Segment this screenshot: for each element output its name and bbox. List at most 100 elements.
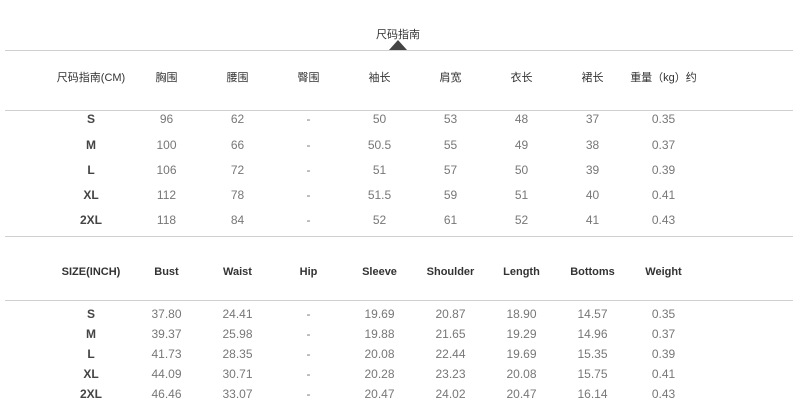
- value-cell: -: [306, 347, 311, 361]
- value-cell: 14.96: [577, 327, 608, 341]
- value-cell: 15.35: [577, 347, 608, 361]
- value-cell: 41.73: [151, 347, 182, 361]
- column-header: 腰围: [226, 72, 249, 84]
- value-cell: 15.75: [577, 367, 608, 381]
- size-cell: M: [86, 327, 96, 341]
- value-cell: 16.14: [577, 387, 608, 401]
- column-header: 肩宽: [439, 72, 462, 84]
- value-cell: 62: [230, 112, 245, 126]
- value-cell: 20.08: [506, 367, 537, 381]
- value-cell: 78: [230, 188, 245, 202]
- size-cell: S: [86, 112, 95, 126]
- divider: [5, 236, 793, 237]
- triangle-pointer-icon: [389, 40, 407, 50]
- value-cell: 0.39: [651, 163, 676, 177]
- value-cell: 20.28: [364, 367, 395, 381]
- value-cell: 38: [585, 138, 600, 152]
- value-cell: 50.5: [367, 138, 392, 152]
- table-row: XL 112 78 - 51.5 59 51 40 0.41: [61, 185, 699, 205]
- column-header: Weight: [645, 266, 682, 278]
- value-cell: 52: [372, 213, 387, 227]
- size-cell: XL: [83, 188, 99, 202]
- value-cell: 19.69: [364, 307, 395, 321]
- value-cell: 112: [156, 188, 177, 202]
- size-cell: L: [87, 163, 95, 177]
- value-cell: 66: [230, 138, 245, 152]
- column-header: 尺码指南(CM): [56, 72, 126, 84]
- value-cell: 0.41: [651, 367, 676, 381]
- column-header: Hip: [299, 266, 318, 278]
- value-cell: 49: [514, 138, 529, 152]
- column-header: 袖长: [368, 72, 391, 84]
- value-cell: 118: [156, 213, 177, 227]
- value-cell: 55: [443, 138, 458, 152]
- column-header: Shoulder: [426, 266, 475, 278]
- value-cell: 37: [585, 112, 600, 126]
- value-cell: 0.43: [651, 213, 676, 227]
- value-cell: 50: [372, 112, 387, 126]
- value-cell: -: [306, 138, 311, 152]
- value-cell: 20.47: [506, 387, 537, 401]
- column-header: 衣长: [510, 72, 533, 84]
- value-cell: 21.65: [435, 327, 466, 341]
- table-row: S 37.80 24.41 - 19.69 20.87 18.90 14.57 0.35: [61, 304, 699, 324]
- value-cell: 18.90: [506, 307, 537, 321]
- column-header: Bust: [154, 266, 179, 278]
- value-cell: 24.02: [435, 387, 466, 401]
- value-cell: 33.07: [222, 387, 253, 401]
- value-cell: 106: [156, 163, 177, 177]
- value-cell: 41: [585, 213, 600, 227]
- value-cell: 84: [230, 213, 245, 227]
- value-cell: -: [306, 188, 311, 202]
- column-header: 裙长: [581, 72, 604, 84]
- size-cell: XL: [83, 367, 99, 381]
- table-row: L 41.73 28.35 - 20.08 22.44 19.69 15.35 0.39: [61, 344, 699, 364]
- column-header: Length: [503, 266, 540, 278]
- column-header: Bottoms: [570, 266, 615, 278]
- table-row: 2XL 118 84 - 52 61 52 41 0.43: [61, 210, 699, 230]
- value-cell: 96: [159, 112, 174, 126]
- value-cell: 0.37: [651, 327, 676, 341]
- value-cell: 24.41: [222, 307, 253, 321]
- value-cell: 25.98: [222, 327, 253, 341]
- size-cell: M: [86, 138, 96, 152]
- value-cell: 51: [514, 188, 529, 202]
- table-row: L 106 72 - 51 57 50 39 0.39: [61, 160, 699, 180]
- table-row: XL 44.09 30.71 - 20.28 23.23 20.08 15.75 0.41: [61, 364, 699, 384]
- table-row: S 96 62 - 50 53 48 37 0.35: [61, 109, 699, 129]
- value-cell: 44.09: [151, 367, 182, 381]
- table-row: M 39.37 25.98 - 19.88 21.65 19.29 14.96 0.37: [61, 324, 699, 344]
- value-cell: 30.71: [222, 367, 253, 381]
- value-cell: 72: [230, 163, 245, 177]
- column-header: 重量（kg）约: [630, 72, 697, 84]
- size-cell: S: [86, 307, 95, 321]
- size-cell: L: [87, 347, 95, 361]
- value-cell: 23.23: [435, 367, 466, 381]
- value-cell: -: [306, 163, 311, 177]
- value-cell: 39: [585, 163, 600, 177]
- value-cell: 20.08: [364, 347, 395, 361]
- value-cell: -: [306, 307, 311, 321]
- value-cell: 40: [585, 188, 600, 202]
- divider: [5, 50, 793, 51]
- value-cell: 48: [514, 112, 529, 126]
- value-cell: -: [306, 327, 311, 341]
- value-cell: 19.69: [506, 347, 537, 361]
- value-cell: 51.5: [367, 188, 392, 202]
- cm-table-header: 尺码指南(CM) 胸围 腰围 臀围 袖长 肩宽 衣长 裙长 重量（kg）约: [57, 67, 699, 87]
- column-header: Waist: [223, 266, 252, 278]
- page-title: 尺码指南: [376, 29, 420, 41]
- value-cell: 22.44: [435, 347, 466, 361]
- table-row: 2XL 46.46 33.07 - 20.47 24.02 20.47 16.14 0.43: [61, 384, 699, 404]
- value-cell: 61: [443, 213, 458, 227]
- value-cell: 0.35: [651, 112, 676, 126]
- value-cell: 51: [372, 163, 387, 177]
- value-cell: 52: [514, 213, 529, 227]
- column-header: 胸围: [155, 72, 178, 84]
- column-header: 臀围: [297, 72, 320, 84]
- value-cell: 28.35: [222, 347, 253, 361]
- column-header: Sleeve: [362, 266, 397, 278]
- value-cell: -: [306, 213, 311, 227]
- value-cell: 53: [443, 112, 458, 126]
- size-cell: 2XL: [79, 213, 102, 227]
